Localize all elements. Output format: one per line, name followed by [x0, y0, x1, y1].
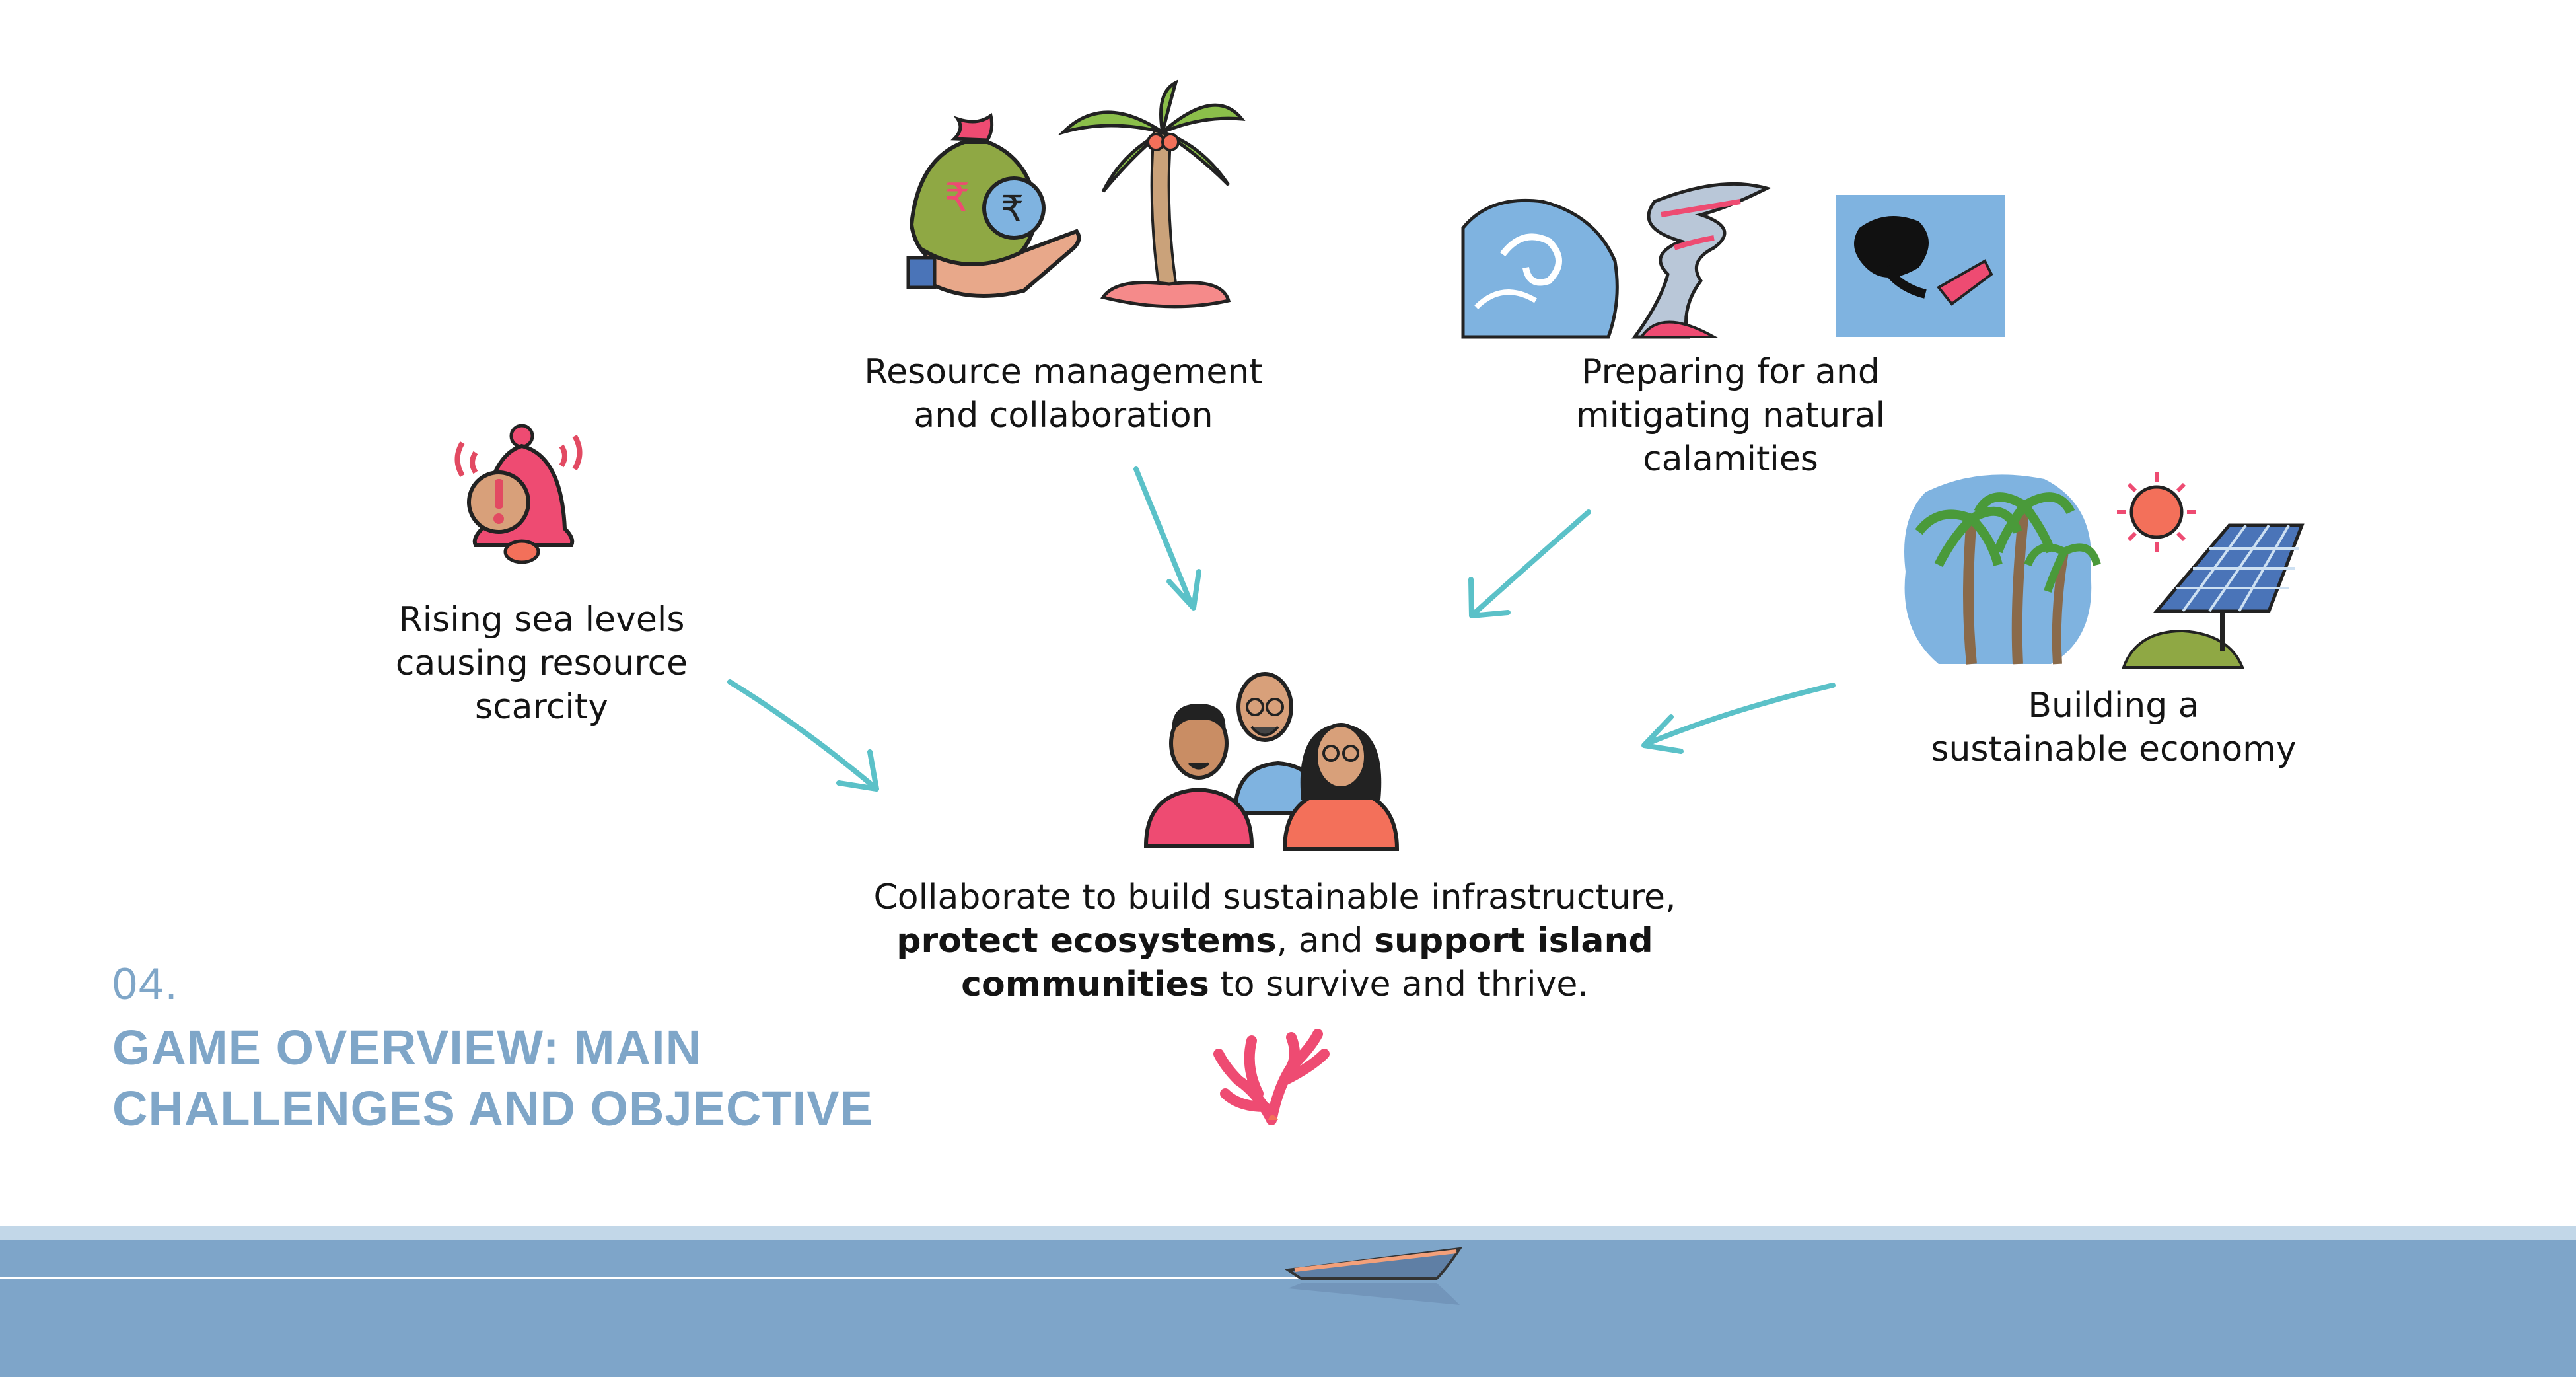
objective-text: Collaborate to build sustainable infrast… [873, 877, 1676, 1004]
challenge-economy-label: Building a sustainable economy [1931, 686, 2297, 769]
sea-band [0, 1240, 2576, 1377]
svg-text:₹: ₹ [1001, 188, 1024, 230]
boat-icon [1284, 1242, 1466, 1308]
community-people-icon [1143, 667, 1400, 852]
horizon-line [0, 1277, 1321, 1279]
arrow-from-economy [1641, 683, 1836, 754]
section-title: GAME OVERVIEW: MAIN CHALLENGES AND OBJEC… [112, 1020, 873, 1136]
palm-solar-panel-icon [1899, 466, 2305, 669]
money-bag-palm-icon: ₹ ₹ [905, 79, 1246, 317]
alarm-bell-icon [449, 416, 601, 568]
challenge-rising-sea-label: Rising sea levels causing resource scarc… [395, 600, 688, 727]
challenge-calamities-label: Preparing for and mitigating natural cal… [1576, 352, 1885, 479]
arrow-from-calamities [1468, 509, 1591, 618]
svg-text:₹: ₹ [945, 175, 970, 221]
challenge-resources-label: Resource management and collaboration [864, 352, 1263, 435]
arrow-from-resources [1133, 466, 1201, 611]
coral-icon [1212, 1027, 1331, 1125]
sea-shallow-band [0, 1226, 2576, 1240]
storm-wave-tornado-oilspill-icon [1461, 175, 2005, 339]
section-number: 04. [112, 959, 179, 1009]
arrow-from-rising-sea [727, 679, 879, 792]
